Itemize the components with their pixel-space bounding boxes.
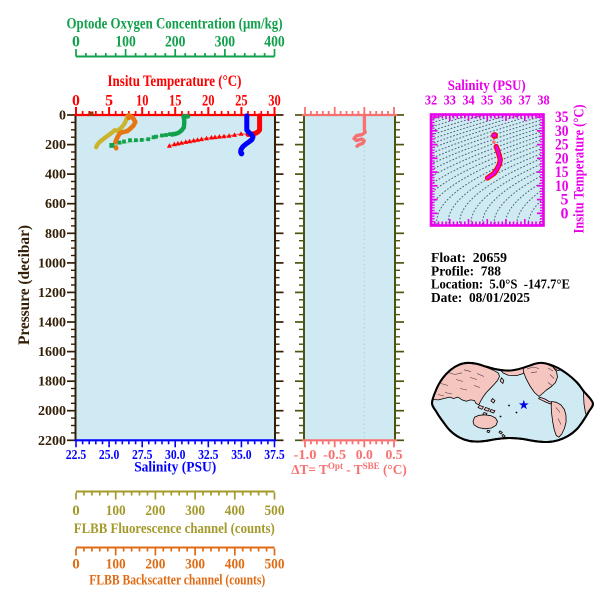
svg-text:1400: 1400 (38, 316, 66, 331)
svg-text:32.5: 32.5 (198, 447, 218, 462)
svg-text:0: 0 (72, 557, 80, 573)
svg-text:15: 15 (555, 164, 569, 181)
svg-text:1600: 1600 (38, 345, 66, 360)
svg-text:25.0: 25.0 (99, 447, 119, 462)
svg-text:-0.5: -0.5 (323, 447, 346, 462)
svg-text:400: 400 (225, 557, 245, 573)
svg-text:25: 25 (555, 137, 569, 154)
svg-text:400: 400 (264, 34, 285, 51)
svg-text:0: 0 (59, 109, 66, 124)
svg-text:34: 34 (462, 94, 474, 109)
svg-text:Float: 20659: Float: 20659 (431, 251, 507, 266)
svg-text:500: 500 (265, 557, 285, 573)
svg-text:2000: 2000 (38, 404, 66, 419)
svg-text:0.0: 0.0 (356, 447, 373, 462)
svg-text:35: 35 (481, 94, 493, 109)
svg-text:200: 200 (45, 138, 66, 153)
svg-text:300: 300 (185, 503, 205, 519)
svg-text:37: 37 (519, 94, 531, 109)
svg-text:38: 38 (537, 94, 549, 109)
svg-text:30: 30 (268, 92, 281, 109)
svg-text:100: 100 (106, 503, 126, 519)
svg-text:1200: 1200 (38, 286, 66, 301)
svg-text:Salinity (PSU): Salinity (PSU) (134, 460, 216, 476)
svg-text:27.5: 27.5 (132, 447, 152, 462)
svg-text:20: 20 (555, 150, 569, 167)
svg-text:ΔT= TOpt - TSBE (°C): ΔT= TOpt - TSBE (°C) (291, 462, 407, 478)
svg-text:800: 800 (45, 227, 66, 242)
svg-text:5: 5 (561, 192, 569, 209)
svg-text:1000: 1000 (38, 256, 66, 271)
svg-text:200: 200 (165, 34, 186, 51)
svg-text:Profile: 788: Profile: 788 (431, 264, 501, 279)
svg-text:Location: 5.0°S -147.7°E: Location: 5.0°S -147.7°E (431, 278, 570, 293)
svg-text:100: 100 (106, 557, 126, 573)
svg-text:33: 33 (444, 94, 456, 109)
svg-text:35.0: 35.0 (231, 447, 251, 462)
svg-text:Pressure (decibar): Pressure (decibar) (16, 225, 33, 345)
svg-text:20: 20 (202, 92, 215, 109)
svg-text:0.5: 0.5 (386, 447, 403, 462)
svg-text:0: 0 (561, 205, 569, 222)
svg-text:Date: 08/01/2025: Date: 08/01/2025 (431, 291, 530, 306)
svg-text:10: 10 (136, 92, 149, 109)
svg-text:1800: 1800 (38, 375, 66, 390)
svg-text:FLBB Fluorescence channel (cou: FLBB Fluorescence channel (counts) (74, 521, 275, 537)
svg-text:2200: 2200 (38, 434, 66, 449)
svg-text:35: 35 (555, 109, 569, 126)
svg-text:0: 0 (72, 92, 80, 109)
svg-text:15: 15 (169, 92, 182, 109)
svg-text:30: 30 (555, 123, 569, 140)
svg-text:-1.0: -1.0 (294, 447, 317, 462)
svg-text:Insitu Temperature (°C): Insitu Temperature (°C) (108, 73, 242, 90)
svg-text:500: 500 (265, 503, 285, 519)
svg-text:0: 0 (72, 503, 80, 519)
svg-text:400: 400 (225, 503, 245, 519)
svg-text:300: 300 (215, 34, 236, 51)
svg-text:5: 5 (105, 92, 113, 109)
svg-text:36: 36 (500, 94, 512, 109)
svg-text:25: 25 (235, 92, 248, 109)
svg-text:37.5: 37.5 (264, 447, 284, 462)
svg-text:100: 100 (115, 34, 136, 51)
svg-text:300: 300 (185, 557, 205, 573)
svg-text:22.5: 22.5 (66, 447, 86, 462)
svg-text:FLBB Backscatter channel (coun: FLBB Backscatter channel (counts) (89, 573, 265, 589)
svg-text:Salinity (PSU): Salinity (PSU) (448, 78, 526, 94)
svg-text:32: 32 (425, 94, 437, 109)
svg-text:10: 10 (555, 178, 569, 195)
svg-text:600: 600 (45, 197, 66, 212)
svg-text:400: 400 (45, 168, 66, 183)
svg-text:200: 200 (145, 557, 165, 573)
svg-text:Optode Oxygen Concentration (μ: Optode Oxygen Concentration (μm/kg) (67, 16, 283, 33)
svg-text:0: 0 (72, 34, 80, 51)
svg-text:Insitu Temperature (°C): Insitu Temperature (°C) (572, 104, 588, 233)
svg-text:200: 200 (145, 503, 165, 519)
svg-text:30.0: 30.0 (165, 447, 185, 462)
